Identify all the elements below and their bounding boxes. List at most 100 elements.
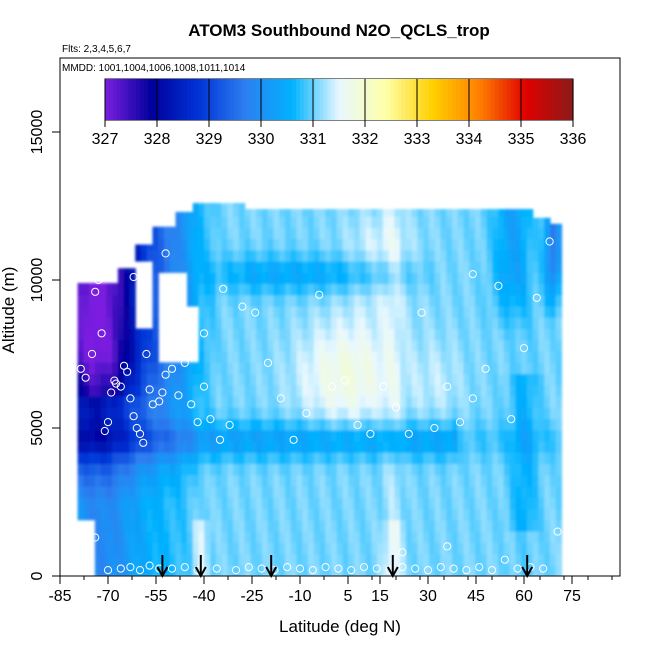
heatmap-cell [452,283,459,296]
heatmap-cell [152,328,159,341]
heatmap-cell [457,564,465,576]
heatmap-cell [509,508,516,521]
heatmap-cell [244,328,251,341]
heatmap-cell [141,244,148,251]
heatmap-cell [100,519,107,532]
heatmap-cell [480,474,488,487]
heatmap-cell [475,306,482,318]
colorbar-segment [315,79,321,120]
y-tick-label: 5000 [29,410,46,446]
heatmap-cell [509,238,516,251]
heatmap-cell [273,227,280,240]
heatmap-cell [129,463,136,476]
heatmap-cell [446,474,453,487]
heatmap-cell [285,294,292,307]
sample-point [238,302,247,311]
heatmap-cell [371,396,378,408]
heatmap-cell [169,396,177,408]
heatmap-cell [250,441,257,453]
heatmap-cell [169,362,177,375]
heatmap-cell [313,362,321,375]
heatmap-cell [192,362,200,375]
heatmap-cell [233,384,240,397]
heatmap-cell [521,261,528,273]
heatmap-cell [181,497,188,510]
heatmap-cell [394,317,401,330]
heatmap-cell [273,531,280,543]
heatmap-cell [377,452,384,465]
heatmap-cell [256,553,263,566]
heatmap-cell [423,227,430,240]
heatmap-cell [319,418,326,431]
heatmap-cell [273,553,280,566]
heatmap-cell [452,396,459,408]
heatmap-cell [250,261,257,273]
heatmap-cell [89,407,96,420]
heatmap-cell [429,384,436,397]
heatmap-cell [198,294,205,307]
heatmap-cell [325,227,332,240]
heatmap-cell [117,564,125,576]
y-axis-label: Altitude (m) [0,267,18,354]
heatmap-cell [319,531,326,543]
heatmap-cell [94,407,102,420]
heatmap-cell [417,339,424,352]
heatmap-cell [308,261,315,273]
heatmap-cell [164,564,171,576]
heatmap-cell [152,238,159,251]
heatmap-cell [117,306,125,318]
heatmap-cell [215,531,223,543]
heatmap-cell [221,227,228,240]
heatmap-cell [325,542,332,555]
heatmap-cell [532,328,539,341]
heatmap-cell [204,441,211,453]
heatmap-cell [325,294,332,307]
heatmap-cell [457,407,465,420]
heatmap-cell [526,249,534,262]
heatmap-cell [256,339,263,352]
colorbar-segment [179,79,184,120]
heatmap-cell [348,519,355,532]
heatmap-cell [152,384,159,397]
heatmap-cell [394,306,401,318]
heatmap-cell [135,474,142,487]
colorbar-segment [292,79,297,120]
heatmap-cell [308,542,315,555]
heatmap-cell [544,452,551,465]
heatmap-cell [348,362,355,375]
sample-point [97,329,106,338]
heatmap-cell [371,227,378,240]
heatmap-cell [296,396,303,408]
heatmap-cell [371,474,378,487]
heatmap-cell [457,474,465,487]
heatmap-cell [215,362,223,375]
heatmap-cell [210,384,217,397]
heatmap-cell [423,328,430,341]
heatmap-cell [290,209,298,217]
sample-point [443,542,452,551]
heatmap-cell [417,508,424,521]
heatmap-cell [325,216,332,228]
heatmap-cell [215,407,223,420]
heatmap-cell [486,429,493,442]
heatmap-cell [538,306,545,318]
heatmap-cell [238,272,246,285]
heatmap-cell [521,306,528,318]
heatmap-cell [492,362,499,375]
colorbar-segment [436,79,441,120]
heatmap-cell [227,418,234,431]
heatmap-cell [273,362,280,375]
heatmap-cell [106,519,113,532]
heatmap-cell [279,508,286,521]
heatmap-cell [296,283,303,296]
heatmap-cell [187,283,194,296]
heatmap-cell [158,463,165,476]
heatmap-cell [480,531,488,543]
heatmap-cell [250,227,257,240]
colorbar-segment [342,79,348,120]
heatmap-cell [371,486,378,498]
heatmap-cell [549,542,557,555]
heatmap-cell [509,407,516,420]
heatmap-cell [417,486,424,498]
colorbar-segment [385,79,391,120]
